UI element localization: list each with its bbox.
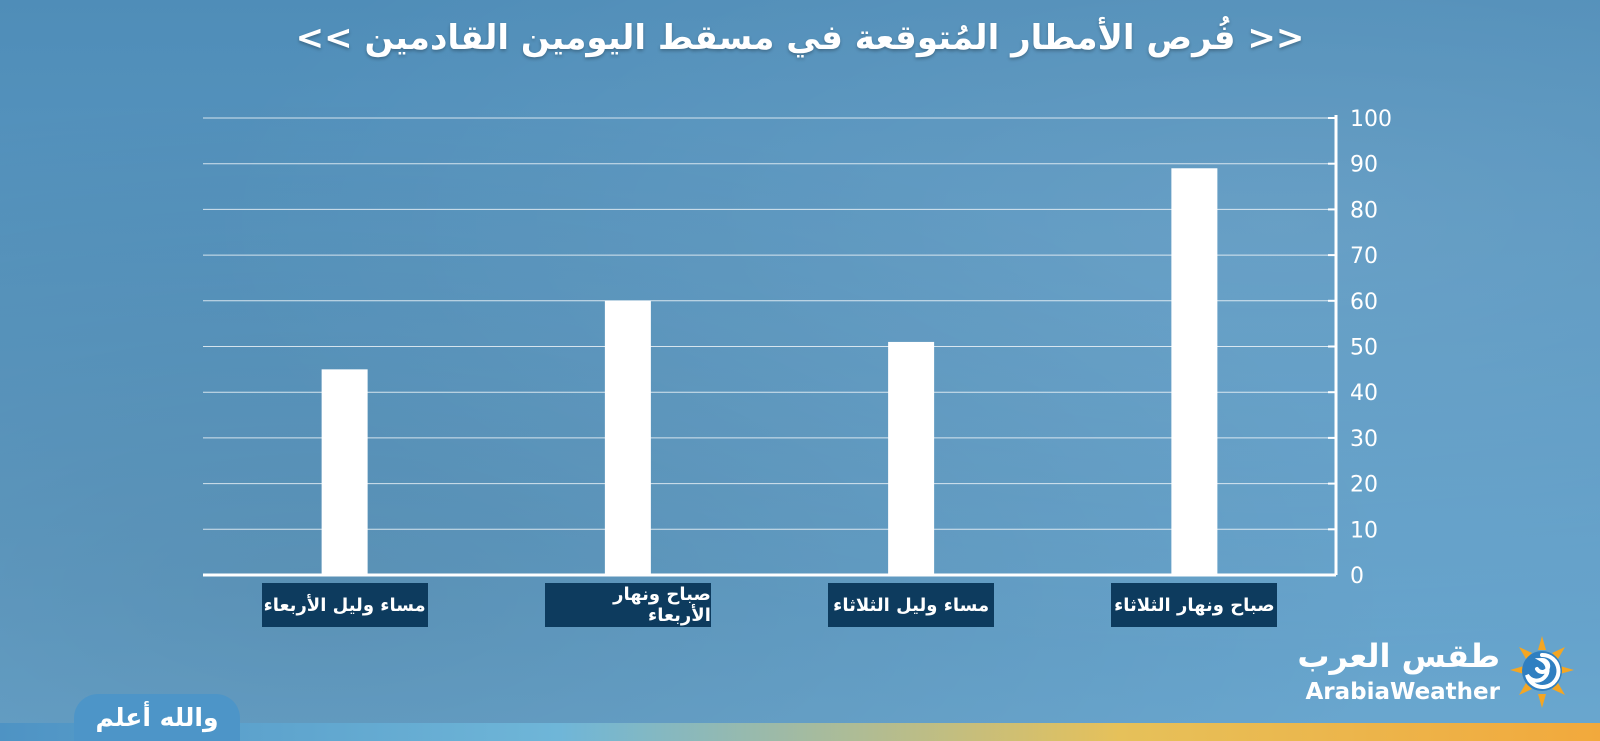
y-tick-label: 100 [1350, 107, 1392, 132]
sun-swirl-icon [1510, 636, 1574, 708]
footer-badge: والله أعلم [74, 694, 240, 741]
bar [1171, 168, 1218, 575]
y-tick-label: 70 [1350, 244, 1378, 269]
y-tick-label: 0 [1350, 564, 1364, 589]
bar [604, 300, 651, 575]
x-category-label: صباح ونهار الأربعاء [544, 583, 711, 627]
bars [321, 168, 1218, 575]
y-tick-label: 20 [1350, 473, 1378, 498]
x-category-label: مساء وليل الثلاثاء [828, 583, 995, 627]
x-category-label: صباح ونهار الثلاثاء [1111, 583, 1278, 627]
y-tick-label: 30 [1350, 427, 1378, 452]
logo-english-text: ArabiaWeather [1305, 679, 1500, 705]
logo-arabic-text: طقس العرب [1297, 637, 1500, 675]
bottom-color-strip [0, 723, 1600, 741]
y-tick-label: 90 [1350, 153, 1378, 178]
x-category-label: مساء وليل الأربعاء [261, 583, 428, 627]
grid-lines [203, 117, 1336, 530]
y-tick-label: 50 [1350, 336, 1378, 361]
bar [321, 369, 368, 575]
bar [888, 341, 935, 575]
y-tick-label: 10 [1350, 518, 1378, 543]
y-tick-labels: 0 10 20 30 40 50 60 70 80 90 100 [1328, 107, 1392, 589]
y-tick-label: 60 [1350, 290, 1378, 315]
y-tick-label: 80 [1350, 198, 1378, 223]
y-tick-label: 40 [1350, 381, 1378, 406]
y-axis [203, 115, 1338, 577]
chart-title: << فُرص الأمطار المُتوقعة في مسقط اليومي… [295, 18, 1305, 58]
